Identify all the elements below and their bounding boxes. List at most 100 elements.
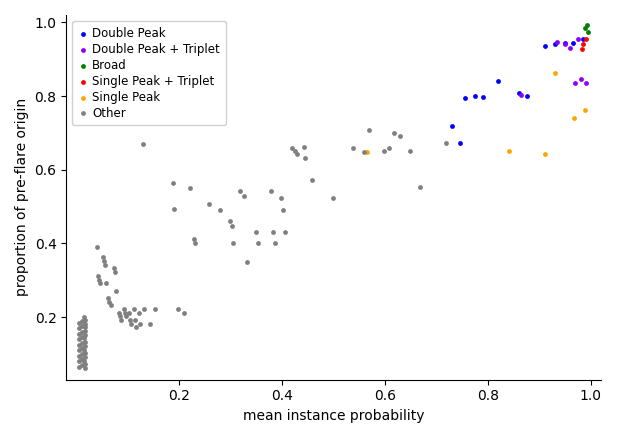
Other [80, 317, 90, 324]
Other [120, 309, 130, 316]
Double Peak + Triplet [517, 92, 527, 99]
Other [328, 195, 337, 202]
Other [115, 313, 125, 320]
Other [79, 314, 89, 321]
Other [131, 324, 141, 331]
Other [77, 356, 87, 363]
Other [80, 361, 90, 368]
Other [379, 147, 389, 154]
Other [80, 353, 90, 360]
Other [80, 364, 90, 371]
Other [92, 244, 102, 251]
Other [77, 317, 87, 324]
Other [214, 207, 224, 214]
Other [74, 330, 84, 337]
Other [121, 313, 131, 320]
Other [80, 328, 90, 335]
Other [235, 187, 245, 194]
Other [441, 140, 451, 147]
Other [109, 265, 119, 272]
Other [79, 335, 89, 342]
Other [98, 254, 108, 261]
Other [74, 336, 84, 343]
Single Peak [504, 148, 514, 155]
Double Peak [540, 43, 549, 50]
Other [74, 325, 84, 332]
Other [190, 239, 200, 246]
Other [125, 317, 135, 324]
Other [179, 309, 188, 316]
Double Peak + Triplet [576, 76, 586, 83]
Double Peak + Triplet [561, 41, 570, 48]
Single Peak + Triplet [578, 40, 588, 47]
Double Peak [470, 92, 480, 99]
Other [169, 206, 179, 213]
Other [227, 222, 237, 229]
Double Peak [522, 92, 531, 99]
Other [77, 328, 87, 336]
Other [119, 305, 129, 312]
Other [95, 276, 104, 283]
Single Peak [570, 115, 580, 122]
Other [268, 228, 278, 235]
Other [74, 319, 84, 326]
Other [79, 346, 89, 353]
Double Peak [455, 140, 465, 147]
Broad [583, 28, 593, 35]
Other [300, 155, 310, 162]
Other [74, 341, 84, 348]
Other [80, 343, 90, 350]
Double Peak [568, 39, 578, 46]
Other [251, 229, 261, 236]
Other [77, 334, 87, 341]
Other [290, 148, 300, 155]
Other [77, 339, 87, 346]
Double Peak [561, 39, 570, 46]
Broad [580, 25, 590, 32]
Other [150, 305, 159, 312]
Other [109, 268, 119, 276]
Other [292, 151, 302, 158]
Other [80, 339, 90, 346]
Double Peak [460, 94, 470, 101]
Other [116, 317, 125, 324]
Other [135, 320, 145, 327]
Other [93, 272, 103, 279]
Other [269, 240, 279, 247]
Other [242, 258, 252, 265]
Other [266, 187, 276, 194]
Other [189, 235, 199, 242]
Double Peak [514, 90, 524, 97]
Other [114, 309, 124, 316]
Other [138, 141, 148, 148]
Other [74, 358, 84, 365]
Other [134, 309, 144, 316]
Other [174, 305, 184, 312]
Other [405, 147, 415, 154]
Other [95, 280, 105, 287]
Other [101, 261, 111, 268]
Other [103, 294, 113, 301]
Other [384, 144, 394, 151]
Other [145, 320, 154, 327]
Other [111, 287, 121, 294]
Other [364, 127, 374, 134]
Other [77, 345, 87, 352]
Other [280, 228, 290, 235]
Single Peak [580, 106, 590, 113]
X-axis label: mean instance probability: mean instance probability [243, 409, 425, 423]
Other [278, 207, 288, 214]
Double Peak [550, 41, 560, 48]
Other [229, 240, 239, 247]
Other [205, 200, 214, 207]
Legend: Double Peak, Double Peak + Triplet, Broad, Single Peak + Triplet, Single Peak, O: Double Peak, Double Peak + Triplet, Broa… [72, 21, 226, 125]
Other [80, 324, 90, 331]
Y-axis label: proportion of pre-flare origin: proportion of pre-flare origin [15, 98, 29, 297]
Other [389, 129, 399, 136]
Other [287, 144, 297, 151]
Other [74, 347, 84, 354]
Double Peak + Triplet [573, 35, 583, 42]
Broad [582, 21, 592, 28]
Other [299, 143, 309, 150]
Double Peak + Triplet [570, 80, 580, 87]
